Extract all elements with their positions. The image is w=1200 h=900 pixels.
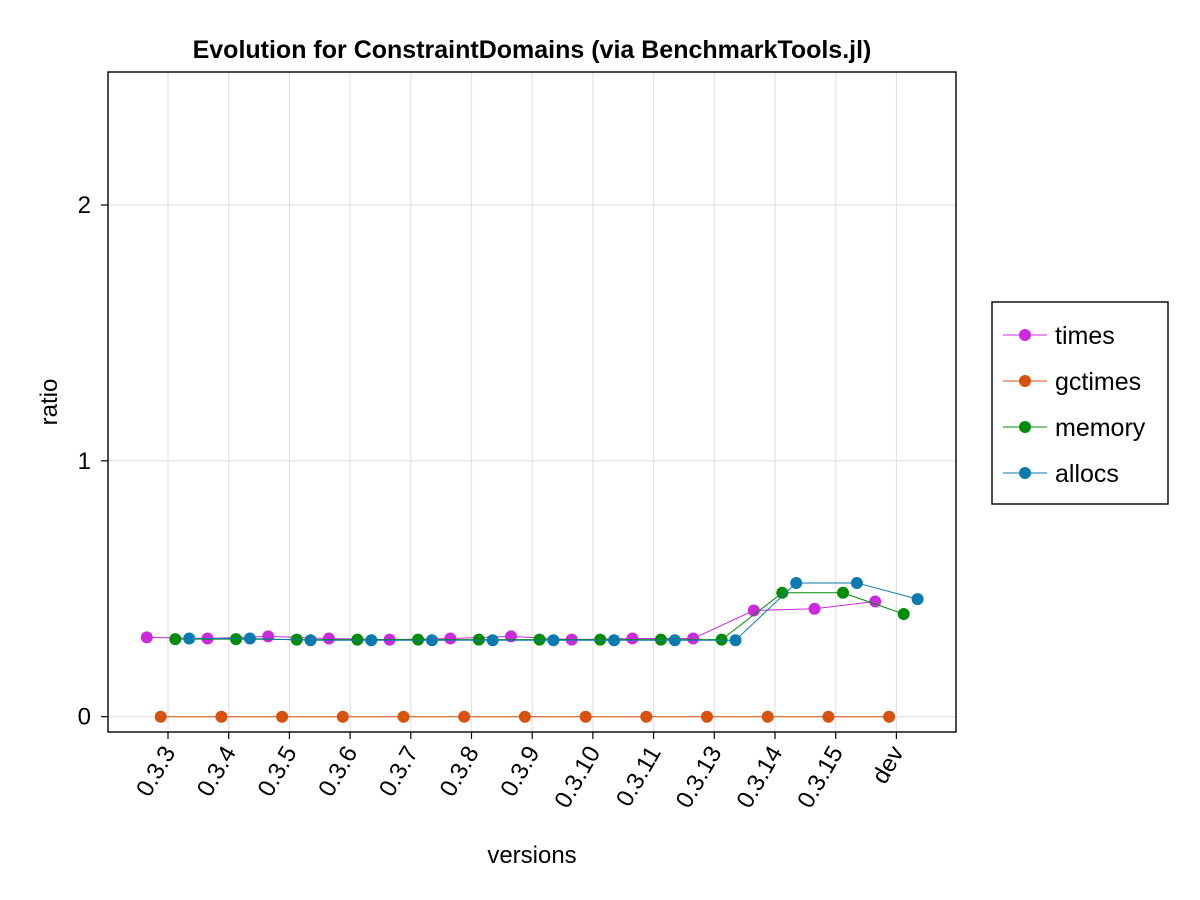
data-point-allocs xyxy=(183,632,196,645)
series-line-memory xyxy=(175,592,904,641)
x-tick-label: 0.3.9 xyxy=(495,742,545,802)
series-gctimes xyxy=(154,710,896,723)
data-point-memory xyxy=(776,586,789,599)
data-point-gctimes xyxy=(701,710,713,723)
data-point-memory xyxy=(412,633,425,646)
data-point-memory xyxy=(897,608,910,620)
data-point-allocs xyxy=(850,577,863,589)
x-tick-label: 0.3.4 xyxy=(192,742,242,802)
axis-ticks: 0.3.3 0.3.4 0.3.5 0.3.6 0.3.7 0.3.8 0.3.9 0.3.1… xyxy=(78,192,910,813)
data-point-allocs xyxy=(426,634,438,647)
y-tick-label: 1 xyxy=(78,448,91,475)
legend-label-times: times xyxy=(1055,322,1115,350)
data-point-gctimes xyxy=(761,710,774,723)
data-point-times xyxy=(322,632,335,645)
data-point-gctimes xyxy=(458,710,471,723)
data-point-times xyxy=(262,630,275,643)
series-allocs xyxy=(183,577,924,647)
legend-marker-times xyxy=(1019,329,1031,341)
x-tick-label: 0.3.15 xyxy=(792,742,849,813)
data-point-memory xyxy=(533,633,546,646)
data-point-allocs xyxy=(729,634,742,647)
data-point-allocs xyxy=(365,634,378,647)
y-tick-label: 2 xyxy=(78,192,91,219)
legend-marker-allocs xyxy=(1019,467,1031,479)
x-axis-label: versions xyxy=(487,842,576,869)
legend: times gctimes memory allocs xyxy=(991,301,1169,505)
chart-title: Evolution for ConstraintDomains (via Ben… xyxy=(193,36,872,64)
data-point-gctimes xyxy=(518,710,531,723)
x-tick-label: 0.3.11 xyxy=(611,742,667,812)
x-tick-label: 0.3.13 xyxy=(671,742,728,813)
x-tick-label: 0.3.3 xyxy=(131,742,181,802)
data-point-gctimes xyxy=(822,710,835,723)
x-tick-label: dev xyxy=(867,742,910,789)
series-line-allocs xyxy=(189,582,918,641)
data-point-gctimes xyxy=(276,710,289,723)
data-point-memory xyxy=(169,633,182,646)
data-point-times xyxy=(626,632,639,645)
data-point-gctimes xyxy=(397,710,410,723)
data-point-memory xyxy=(351,633,364,646)
data-point-memory xyxy=(837,586,849,599)
data-point-gctimes xyxy=(336,710,349,723)
data-point-memory xyxy=(472,633,485,646)
y-axis-label: ratio xyxy=(36,379,63,426)
data-point-allocs xyxy=(790,577,803,589)
data-point-gctimes xyxy=(215,710,228,723)
grid xyxy=(108,72,956,732)
data-point-times xyxy=(687,632,700,645)
x-tick-label: 0.3.5 xyxy=(253,742,303,802)
y-tick-label: 0 xyxy=(78,704,91,731)
data-point-allocs xyxy=(911,593,924,606)
data-point-gctimes xyxy=(579,710,592,723)
legend-marker-memory xyxy=(1019,421,1031,433)
data-point-gctimes xyxy=(154,710,167,723)
data-point-times xyxy=(140,631,153,644)
data-point-memory xyxy=(654,633,667,646)
x-tick-label: 0.3.8 xyxy=(435,742,485,802)
data-point-allocs xyxy=(243,632,256,645)
data-point-memory xyxy=(230,633,242,646)
legend-marker-gctimes xyxy=(1019,375,1031,387)
legend-label-allocs: allocs xyxy=(1055,460,1119,488)
legend-label-memory: memory xyxy=(1055,414,1146,442)
data-point-allocs xyxy=(547,634,560,647)
data-point-times xyxy=(747,604,760,617)
plot-series xyxy=(140,577,924,723)
data-point-times xyxy=(808,602,821,615)
data-point-allocs xyxy=(668,634,681,647)
x-tick-label: 0.3.6 xyxy=(313,742,363,802)
data-point-allocs xyxy=(304,634,317,647)
data-point-times xyxy=(869,595,882,608)
data-point-allocs xyxy=(608,634,621,647)
data-point-memory xyxy=(715,633,728,646)
x-tick-label: 0.3.14 xyxy=(731,742,788,813)
data-point-allocs xyxy=(486,634,499,647)
x-tick-label: 0.3.7 xyxy=(374,742,424,802)
data-point-times xyxy=(444,632,457,645)
x-tick-label: 0.3.10 xyxy=(549,742,606,813)
data-point-gctimes xyxy=(883,710,896,723)
legend-label-gctimes: gctimes xyxy=(1055,368,1141,396)
data-point-gctimes xyxy=(640,710,653,723)
series-memory xyxy=(169,586,910,646)
data-point-memory xyxy=(594,633,607,646)
